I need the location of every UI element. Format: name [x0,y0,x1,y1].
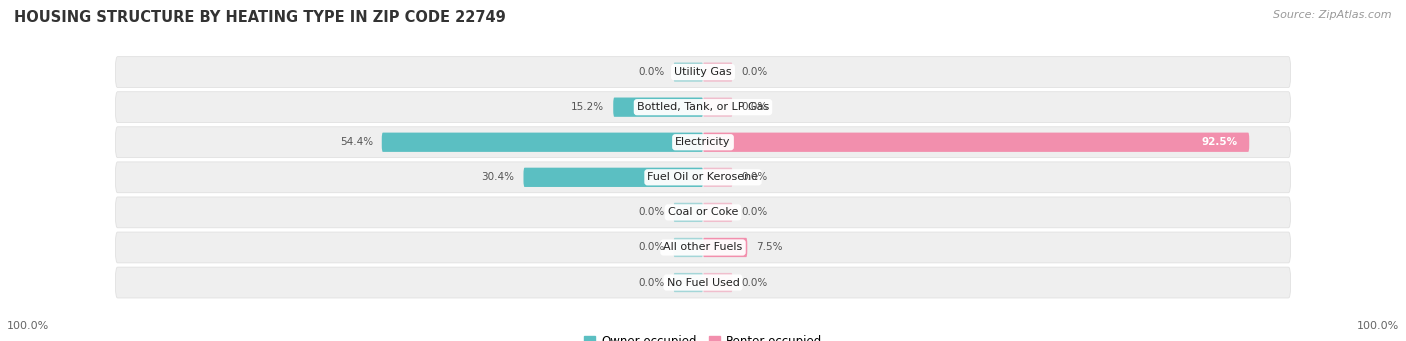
Text: Source: ZipAtlas.com: Source: ZipAtlas.com [1274,10,1392,20]
Text: 30.4%: 30.4% [482,172,515,182]
FancyBboxPatch shape [115,127,1291,158]
Text: 0.0%: 0.0% [741,207,768,218]
FancyBboxPatch shape [703,203,733,222]
Legend: Owner-occupied, Renter-occupied: Owner-occupied, Renter-occupied [583,335,823,341]
Text: 100.0%: 100.0% [1357,321,1399,330]
Text: Coal or Coke: Coal or Coke [668,207,738,218]
Text: 92.5%: 92.5% [1201,137,1237,147]
FancyBboxPatch shape [703,133,1250,152]
FancyBboxPatch shape [703,168,733,187]
FancyBboxPatch shape [703,273,733,292]
FancyBboxPatch shape [115,267,1291,298]
Text: Utility Gas: Utility Gas [675,67,731,77]
FancyBboxPatch shape [115,92,1291,123]
Text: 15.2%: 15.2% [571,102,605,112]
Text: Fuel Oil or Kerosene: Fuel Oil or Kerosene [647,172,759,182]
Text: 0.0%: 0.0% [741,102,768,112]
FancyBboxPatch shape [115,162,1291,193]
FancyBboxPatch shape [673,62,703,82]
Text: 0.0%: 0.0% [741,67,768,77]
FancyBboxPatch shape [673,273,703,292]
Text: 0.0%: 0.0% [638,242,665,252]
Text: 0.0%: 0.0% [741,172,768,182]
Text: 100.0%: 100.0% [7,321,49,330]
Text: All other Fuels: All other Fuels [664,242,742,252]
FancyBboxPatch shape [703,62,733,82]
Text: HOUSING STRUCTURE BY HEATING TYPE IN ZIP CODE 22749: HOUSING STRUCTURE BY HEATING TYPE IN ZIP… [14,10,506,25]
Text: 0.0%: 0.0% [638,278,665,287]
FancyBboxPatch shape [115,232,1291,263]
FancyBboxPatch shape [382,133,703,152]
Text: 54.4%: 54.4% [340,137,373,147]
FancyBboxPatch shape [523,168,703,187]
FancyBboxPatch shape [673,238,703,257]
FancyBboxPatch shape [115,197,1291,228]
FancyBboxPatch shape [613,98,703,117]
Text: 0.0%: 0.0% [638,67,665,77]
FancyBboxPatch shape [703,238,748,257]
FancyBboxPatch shape [673,203,703,222]
Text: No Fuel Used: No Fuel Used [666,278,740,287]
Text: Bottled, Tank, or LP Gas: Bottled, Tank, or LP Gas [637,102,769,112]
Text: Electricity: Electricity [675,137,731,147]
FancyBboxPatch shape [115,57,1291,88]
FancyBboxPatch shape [703,98,733,117]
Text: 7.5%: 7.5% [756,242,783,252]
Text: 0.0%: 0.0% [741,278,768,287]
Text: 0.0%: 0.0% [638,207,665,218]
